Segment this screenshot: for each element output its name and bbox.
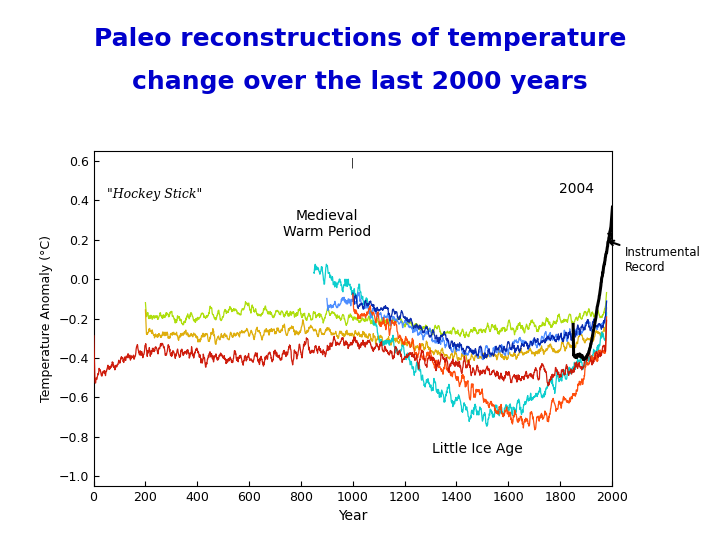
Y-axis label: Temperature Anomaly (°C): Temperature Anomaly (°C) (40, 235, 53, 402)
Text: |: | (351, 157, 354, 167)
Text: Paleo reconstructions of temperature: Paleo reconstructions of temperature (94, 27, 626, 51)
Text: Little Ice Age: Little Ice Age (432, 442, 523, 456)
Text: "Hockey Stick": "Hockey Stick" (107, 188, 202, 201)
Text: change over the last 2000 years: change over the last 2000 years (132, 70, 588, 94)
Text: 2004: 2004 (559, 181, 594, 195)
X-axis label: Year: Year (338, 509, 367, 523)
Text: Medieval
Warm Period: Medieval Warm Period (283, 209, 371, 239)
Text: Instrumental
Record: Instrumental Record (609, 241, 701, 274)
